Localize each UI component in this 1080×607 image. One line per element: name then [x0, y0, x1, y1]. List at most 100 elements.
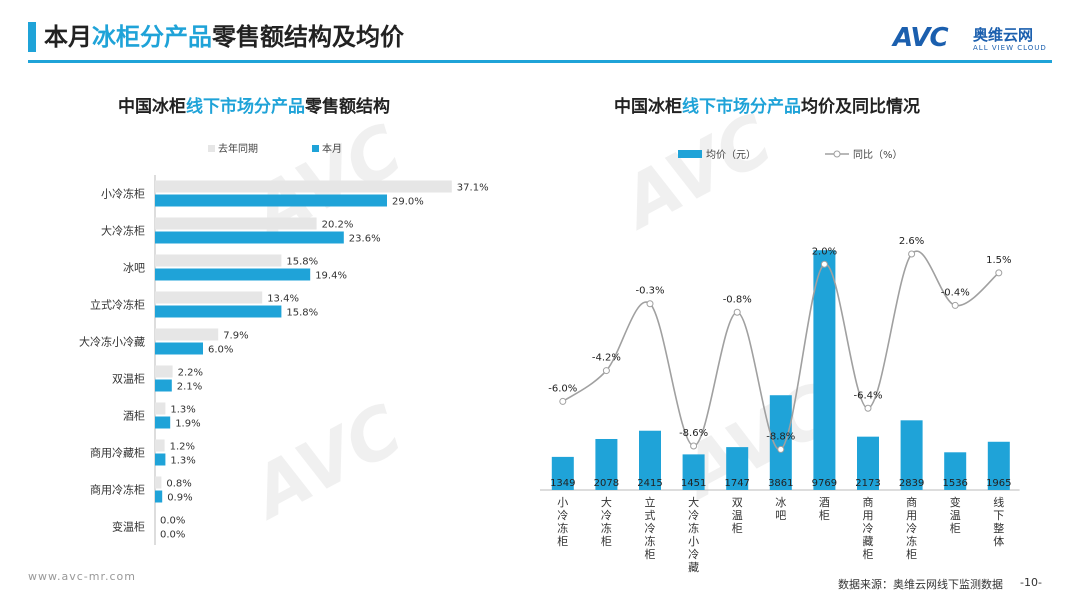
bar-this-month — [155, 305, 282, 318]
bar-last-year — [155, 402, 166, 415]
category-label: 酒柜 — [123, 410, 145, 423]
data-label-this-month: 15.8% — [286, 308, 318, 319]
bar-avg-price — [595, 438, 618, 490]
bar-avg-price — [857, 436, 879, 490]
category-label: 大冷冻柜 — [601, 495, 612, 548]
yoy-marker — [646, 300, 654, 308]
data-label-this-month: 19.4% — [315, 271, 347, 282]
bar-this-month — [155, 416, 171, 429]
data-label-yoy: 1.5% — [986, 255, 1011, 266]
category-label: 冰吧 — [123, 262, 145, 275]
footer-url: www.avc-mr.com — [28, 570, 136, 583]
data-label-avg-price: 1349 — [550, 478, 575, 489]
left-chart-title: 中国冰柜线下市场分产品零售额结构 — [118, 92, 390, 117]
legend-label-this-month: 本月 — [322, 142, 342, 155]
legend-label-avg-price: 均价（元） — [706, 149, 756, 161]
yoy-marker — [602, 367, 610, 375]
category-label: 小冷冻柜 — [557, 496, 568, 548]
data-label-avg-price: 1451 — [681, 478, 706, 489]
bar-this-month — [155, 342, 203, 355]
category-label: 变温柜 — [950, 495, 961, 535]
page-title: 本月冰柜分产品零售额结构及均价 — [44, 22, 404, 52]
data-label-yoy: -6.0% — [548, 383, 577, 394]
data-label-this-month: 6.0% — [208, 345, 233, 356]
category-label: 立式冷冻柜 — [90, 298, 145, 312]
data-label-avg-price: 9769 — [812, 478, 837, 489]
data-label-last-year: 0.0% — [160, 516, 185, 527]
yoy-marker — [690, 442, 698, 450]
yoy-marker — [951, 301, 959, 309]
data-label-yoy: -0.4% — [941, 287, 970, 298]
category-label: 大冷冻柜 — [101, 224, 145, 238]
logo-mark: AVC — [893, 23, 949, 53]
legend-swatch-last-year — [208, 145, 215, 152]
yoy-marker — [559, 397, 567, 405]
bar-last-year — [155, 217, 317, 230]
category-label: 立式冷冻柜 — [645, 495, 656, 561]
data-label-this-month: 0.9% — [167, 493, 192, 504]
data-label-last-year: 20.2% — [322, 220, 354, 231]
data-label-last-year: 37.1% — [457, 183, 489, 194]
yoy-marker — [733, 308, 741, 316]
right-chart-title: 中国冰柜线下市场分产品均价及同比情况 — [614, 92, 920, 117]
bar-avg-price — [813, 250, 836, 490]
data-label-avg-price: 1747 — [724, 478, 749, 489]
data-label-avg-price: 1536 — [942, 478, 967, 489]
data-label-avg-price: 2078 — [594, 478, 619, 489]
category-label: 商用冷冻柜 — [906, 495, 917, 561]
data-label-avg-price: 3861 — [768, 478, 793, 489]
yoy-marker — [777, 445, 785, 453]
category-label: 变温柜 — [112, 520, 145, 534]
data-label-this-month: 0.0% — [160, 530, 185, 541]
category-label: 大冷冻小冷藏 — [79, 335, 145, 349]
bar-this-month — [155, 268, 311, 281]
bar-last-year — [155, 476, 162, 489]
data-label-avg-price: 2839 — [899, 478, 924, 489]
data-label-yoy: -6.4% — [853, 390, 882, 401]
data-label-last-year: 13.4% — [267, 294, 299, 305]
bar-last-year — [155, 439, 165, 452]
bar-last-year — [155, 328, 219, 341]
legend-label-last-year: 去年同期 — [218, 142, 258, 155]
data-label-last-year: 2.2% — [178, 368, 203, 379]
category-label: 酒柜 — [819, 496, 830, 522]
bar-this-month — [155, 453, 166, 466]
bar-avg-price — [769, 395, 792, 490]
data-label-this-month: 29.0% — [392, 197, 424, 208]
logo-en-text: ALL VIEW CLOUD — [973, 44, 1047, 52]
yoy-marker — [864, 404, 872, 412]
bar-avg-price — [682, 454, 705, 490]
category-label: 商用冷藏柜 — [90, 446, 145, 460]
title-accent-bar — [28, 22, 36, 52]
left-title-highlight: 线下市场分产品 — [186, 97, 305, 117]
page-number: -10- — [1020, 576, 1042, 589]
data-label-avg-price: 2173 — [855, 478, 880, 489]
data-label-yoy: 2.6% — [899, 236, 924, 247]
data-label-yoy: -8.8% — [766, 431, 795, 442]
bar-this-month — [155, 379, 172, 392]
data-label-last-year: 1.3% — [170, 405, 195, 416]
header-divider — [28, 60, 1052, 63]
category-label: 商用冷冻柜 — [90, 483, 145, 497]
bar-this-month — [155, 231, 344, 244]
bar-avg-price — [639, 430, 661, 490]
category-label: 双温柜 — [732, 496, 743, 535]
category-label: 商用冷藏柜 — [863, 495, 874, 561]
avg-price-combo-chart: 均价（元） 同比（%） 1349 2078 2415 1451 1747 3861 9769 21… — [540, 149, 1020, 574]
data-label-last-year: 1.2% — [170, 442, 195, 453]
page-title-part-2: 零售额结构及均价 — [212, 23, 404, 51]
data-label-this-month: 1.3% — [170, 456, 195, 467]
bar-last-year — [155, 180, 452, 193]
data-label-last-year: 7.9% — [223, 331, 248, 342]
right-title-highlight: 线下市场分产品 — [682, 97, 801, 117]
bar-avg-price — [726, 447, 749, 490]
avc-logo: AVC 奥维云网 ALL VIEW CLOUD — [893, 22, 1058, 58]
legend-marker-yoy — [833, 150, 841, 158]
bar-avg-price — [551, 456, 574, 490]
data-source-note: 数据来源：奥维云网线下监测数据 — [838, 578, 1003, 591]
bar-this-month — [155, 490, 163, 503]
data-label-avg-price: 2415 — [637, 478, 662, 489]
bar-avg-price — [987, 441, 1010, 490]
bar-last-year — [155, 365, 173, 378]
